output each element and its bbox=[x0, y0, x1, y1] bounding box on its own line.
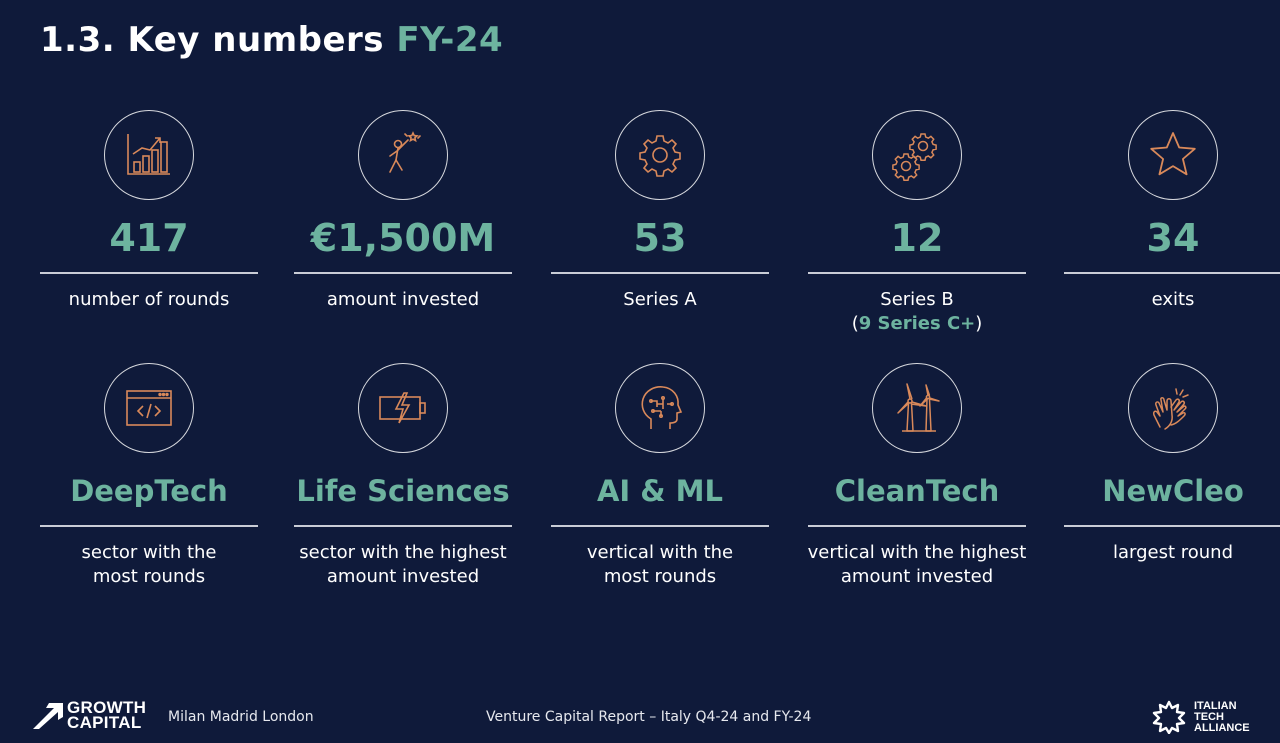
ai-head-icon bbox=[615, 363, 705, 453]
stat-value: AI & ML bbox=[596, 474, 724, 508]
growth-capital-logo-mark bbox=[33, 703, 63, 729]
stat-value: 34 bbox=[1146, 216, 1200, 260]
divider bbox=[551, 272, 769, 274]
stat-label: largest round bbox=[1112, 542, 1234, 563]
footer-report-title: Venture Capital Report – Italy Q4-24 and… bbox=[486, 709, 812, 725]
code-window-icon bbox=[104, 363, 194, 453]
stat-value: NewCleo bbox=[1102, 474, 1244, 508]
stat-value: Life Sciences bbox=[296, 474, 510, 508]
divider bbox=[1064, 525, 1280, 527]
stat-value: CleanTech bbox=[834, 474, 1000, 508]
stat-label: exits bbox=[1151, 289, 1195, 310]
stat-value: 12 bbox=[890, 216, 944, 260]
divider bbox=[40, 525, 258, 527]
italian-tech-alliance-logo-mark bbox=[1152, 700, 1186, 734]
stat-label: Series B (9 Series C+) bbox=[798, 288, 1036, 336]
growth-capital-logo: GROWTH CAPITAL bbox=[32, 699, 146, 731]
divider bbox=[40, 272, 258, 274]
page-title: 1.3. Key numbers FY-24 bbox=[40, 20, 503, 60]
italian-tech-alliance-logo: ITALIAN TECH ALLIANCE bbox=[1152, 700, 1250, 734]
wind-turbine-icon bbox=[872, 363, 962, 453]
page-title-main: 1.3. Key numbers bbox=[40, 20, 385, 60]
battery-bolt-icon bbox=[358, 363, 448, 453]
divider bbox=[1064, 272, 1280, 274]
divider bbox=[294, 272, 512, 274]
stat-label: Series A bbox=[623, 289, 697, 310]
stat-label: sector with the most rounds bbox=[81, 542, 217, 587]
divider bbox=[808, 525, 1026, 527]
page-title-accent: FY-24 bbox=[396, 20, 504, 60]
divider bbox=[551, 525, 769, 527]
stat-note: (9 Series C+) bbox=[851, 313, 983, 334]
stat-label-line: Series B bbox=[880, 289, 954, 310]
footer-cities: Milan Madrid London bbox=[168, 709, 314, 725]
stat-value: 53 bbox=[633, 216, 687, 260]
divider bbox=[294, 525, 512, 527]
stat-value: 417 bbox=[109, 216, 189, 260]
stat-label: number of rounds bbox=[68, 289, 230, 310]
stat-label: amount invested bbox=[326, 289, 480, 310]
divider bbox=[808, 272, 1026, 274]
stat-label: vertical with the most rounds bbox=[586, 542, 734, 587]
star-icon bbox=[1128, 110, 1218, 200]
gear-icon bbox=[615, 110, 705, 200]
reaching-star-icon bbox=[358, 110, 448, 200]
stat-value: DeepTech bbox=[70, 474, 228, 508]
stat-note-value: 9 Series C+ bbox=[858, 313, 976, 334]
stat-value: €1,500M bbox=[310, 216, 496, 260]
stat-label: sector with the highest amount invested bbox=[299, 542, 507, 587]
bar-chart-icon bbox=[104, 110, 194, 200]
gears-icon bbox=[872, 110, 962, 200]
stat-label: vertical with the highest amount investe… bbox=[807, 542, 1027, 587]
clapping-hands-icon bbox=[1128, 363, 1218, 453]
